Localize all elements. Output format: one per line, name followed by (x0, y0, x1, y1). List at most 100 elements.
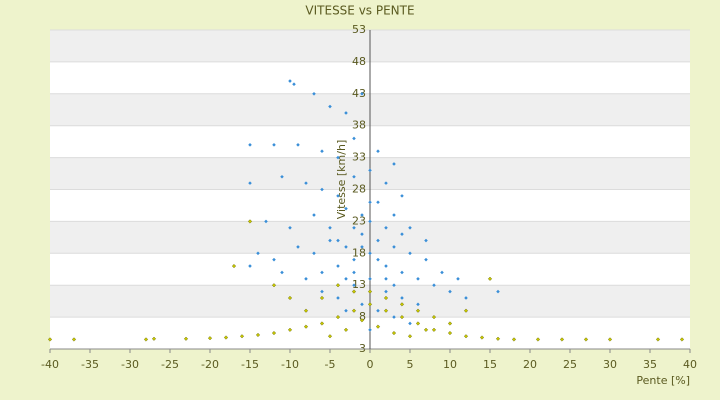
point (272, 143, 276, 147)
x-tick-label: 10 (443, 358, 457, 371)
point (271, 283, 277, 288)
point (288, 79, 292, 83)
point (344, 111, 348, 115)
x-tick-label: 0 (367, 358, 374, 371)
point (432, 283, 436, 287)
point (360, 232, 364, 236)
point (151, 336, 157, 341)
y-tick-label: 38 (352, 119, 366, 132)
x-tick-label: -10 (281, 358, 299, 371)
point (303, 308, 309, 313)
point (264, 219, 268, 224)
point (352, 257, 356, 262)
point (376, 238, 380, 243)
point (248, 264, 252, 268)
point (415, 321, 421, 326)
y-tick-label: 48 (352, 55, 366, 68)
point (344, 277, 348, 281)
x-axis-title: Pente [%] (636, 374, 690, 387)
point (272, 257, 276, 262)
point (256, 251, 260, 256)
y-tick-label: 23 (352, 214, 366, 227)
point (368, 328, 372, 332)
point (655, 337, 661, 342)
point (360, 213, 364, 217)
point (304, 277, 308, 281)
point (383, 308, 389, 313)
point (328, 225, 332, 230)
point (327, 334, 333, 339)
point (399, 302, 405, 307)
point (392, 162, 396, 166)
point (247, 219, 253, 224)
point (376, 149, 380, 154)
point (384, 277, 388, 281)
point (351, 308, 357, 313)
point (304, 181, 308, 185)
point (352, 136, 356, 141)
point (376, 257, 380, 262)
point (352, 174, 356, 179)
point (399, 315, 405, 320)
point (511, 337, 517, 342)
point (400, 232, 404, 236)
point (679, 337, 685, 342)
point (287, 295, 293, 301)
point (368, 251, 372, 256)
x-tick-label: -40 (41, 358, 59, 371)
x-tick-label: -20 (201, 358, 219, 371)
point (407, 334, 413, 339)
point (368, 219, 372, 224)
point (559, 337, 565, 342)
x-tick-label: 25 (563, 358, 577, 371)
point (292, 82, 296, 87)
point (447, 321, 453, 326)
point (183, 336, 189, 341)
point (335, 283, 341, 288)
point (384, 289, 388, 294)
point (368, 168, 372, 173)
point (320, 187, 324, 192)
point (296, 245, 300, 249)
point (400, 270, 404, 275)
point (271, 330, 277, 336)
x-tick-label: -15 (241, 358, 259, 371)
point (303, 324, 309, 329)
point (416, 277, 420, 281)
point (392, 315, 396, 319)
x-tick-label: 35 (643, 358, 657, 371)
point (495, 336, 501, 341)
point (328, 104, 332, 109)
point (463, 334, 469, 339)
point (376, 308, 380, 313)
y-tick-label: 8 (359, 310, 366, 323)
y-tick-label: 43 (352, 87, 366, 100)
point (368, 200, 372, 205)
point (336, 194, 340, 198)
point (360, 245, 364, 249)
point (384, 181, 388, 185)
point (336, 155, 340, 160)
x-tick-label: -35 (81, 358, 99, 371)
point (320, 149, 324, 154)
point (336, 238, 340, 243)
point (344, 245, 348, 249)
y-tick-label: 28 (352, 183, 366, 196)
point (320, 289, 324, 294)
point (463, 308, 469, 313)
point (352, 270, 356, 275)
point (255, 332, 261, 338)
point (344, 308, 348, 313)
point (343, 327, 349, 332)
point (280, 270, 284, 275)
point (360, 92, 364, 96)
point (336, 264, 340, 268)
point (47, 337, 53, 342)
point (312, 92, 316, 96)
x-tick-label: 20 (523, 358, 537, 371)
point (431, 327, 437, 332)
point (319, 321, 325, 326)
point (352, 283, 356, 287)
point (360, 302, 364, 307)
